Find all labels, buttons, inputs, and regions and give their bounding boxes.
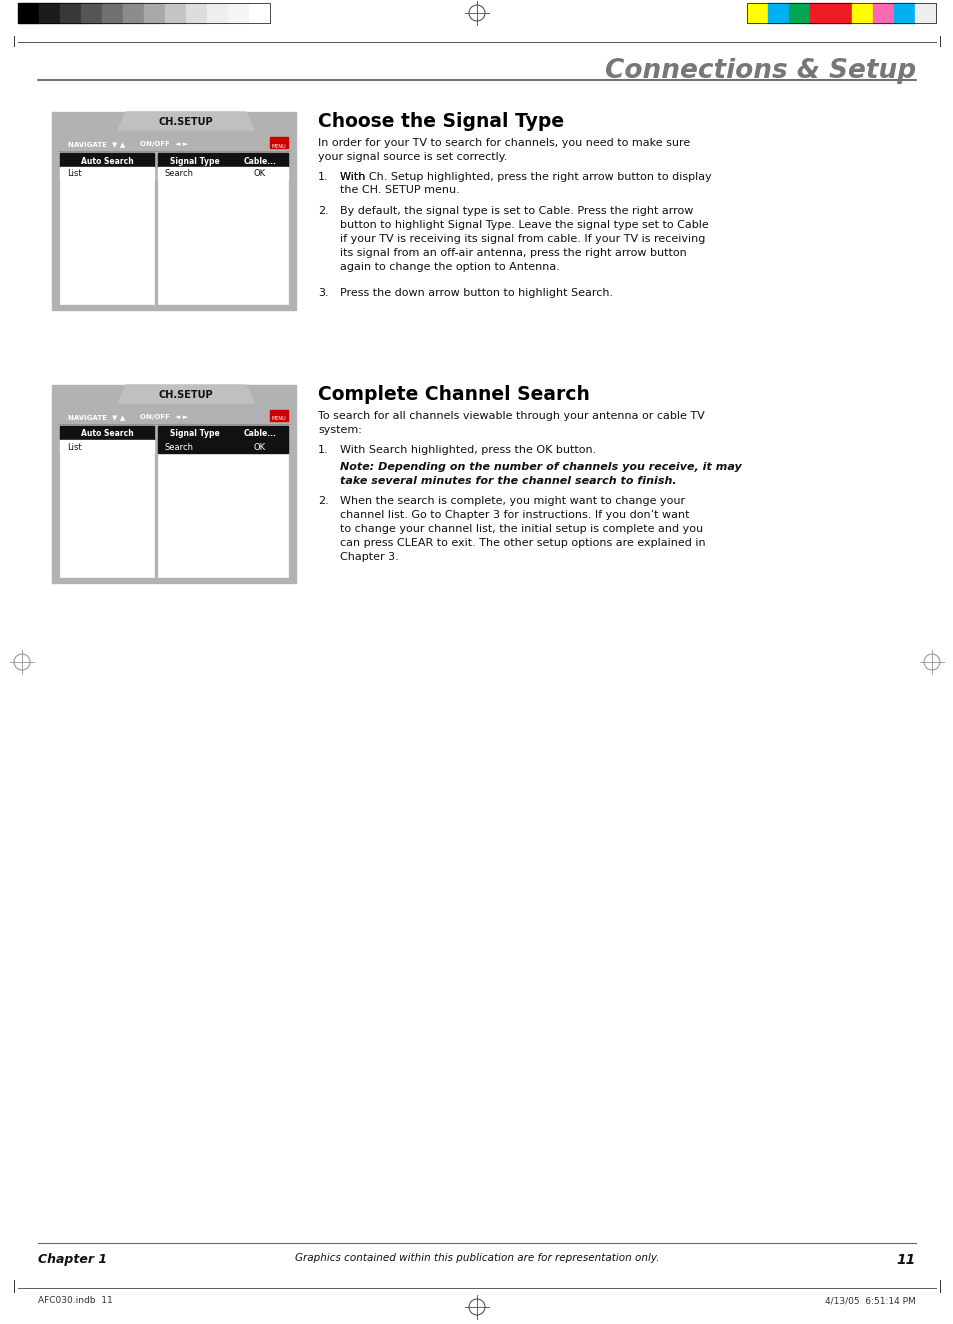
- Text: Choose the Signal Type: Choose the Signal Type: [317, 113, 563, 131]
- Bar: [60, 167, 153, 180]
- Bar: [144, 3, 165, 23]
- Bar: [186, 3, 207, 23]
- Text: SETUP MENU: SETUP MENU: [193, 1177, 244, 1184]
- Bar: [158, 154, 288, 167]
- Bar: [81, 3, 102, 23]
- Text: Search: Search: [165, 169, 193, 179]
- Bar: [893, 3, 914, 23]
- Bar: [158, 154, 288, 305]
- Text: CH.SETUP: CH.SETUP: [158, 117, 213, 127]
- Text: 3.: 3.: [317, 289, 328, 298]
- Bar: [18, 3, 39, 23]
- Text: Cable...: Cable...: [243, 429, 276, 438]
- Text: OK: OK: [253, 169, 266, 179]
- Bar: [60, 440, 153, 453]
- Bar: [914, 3, 935, 23]
- Text: MENU: MENU: [272, 143, 286, 148]
- Bar: [270, 136, 288, 148]
- Text: To search for all channels viewable through your antenna or cable TV
system:: To search for all channels viewable thro…: [317, 410, 704, 436]
- Text: Graphics contained within this publication are for representation only.: Graphics contained within this publicati…: [294, 1253, 659, 1263]
- Text: 11: 11: [896, 1253, 915, 1267]
- Bar: [788, 3, 809, 23]
- Bar: [58, 409, 290, 577]
- Bar: [746, 3, 767, 23]
- Bar: [60, 426, 153, 440]
- Text: 1.: 1.: [317, 172, 328, 181]
- Bar: [249, 3, 270, 23]
- Text: NAVIGATE  ▼ ▲: NAVIGATE ▼ ▲: [68, 414, 125, 420]
- Text: Note: Depending on the number of channels you receive, it may
take several minut: Note: Depending on the number of channel…: [339, 462, 741, 486]
- Bar: [60, 426, 153, 577]
- Text: Auto Search: Auto Search: [81, 429, 133, 438]
- Text: NAVIGATE  ▼ ▲: NAVIGATE ▼ ▲: [68, 140, 125, 147]
- Bar: [158, 167, 288, 180]
- Bar: [809, 3, 830, 23]
- Bar: [60, 3, 81, 23]
- Bar: [830, 3, 851, 23]
- Bar: [158, 426, 288, 577]
- Bar: [207, 3, 228, 23]
- Text: Auto Search: Auto Search: [81, 156, 133, 166]
- Text: Signal Type: Signal Type: [170, 429, 219, 438]
- Text: Complete Channel Search: Complete Channel Search: [317, 385, 589, 404]
- Bar: [228, 3, 249, 23]
- Text: 2.: 2.: [317, 496, 329, 506]
- Bar: [158, 426, 288, 440]
- Bar: [123, 3, 144, 23]
- Polygon shape: [118, 113, 253, 130]
- Text: List: List: [67, 442, 82, 451]
- Bar: [18, 3, 270, 23]
- Text: Cable...: Cable...: [243, 156, 276, 166]
- Text: the CH. SETUP menu.: the CH. SETUP menu.: [339, 185, 459, 195]
- Text: MENU: MENU: [272, 417, 286, 421]
- Bar: [39, 3, 60, 23]
- Text: 4/13/05  6:51:14 PM: 4/13/05 6:51:14 PM: [824, 1296, 915, 1305]
- Text: With: With: [339, 172, 369, 181]
- Text: CH.SETUP: CH.SETUP: [158, 391, 213, 400]
- Bar: [60, 154, 153, 167]
- Text: Signal Type: Signal Type: [170, 156, 219, 166]
- Text: Chapter 1: Chapter 1: [38, 1253, 107, 1266]
- Text: In order for your TV to search for channels, you need to make sure
your signal s: In order for your TV to search for chann…: [317, 138, 690, 162]
- Bar: [102, 3, 123, 23]
- Text: Press the down arrow button to highlight Search.: Press the down arrow button to highlight…: [339, 289, 613, 298]
- Text: By default, the signal type is set to Cable. Press the right arrow
button to hig: By default, the signal type is set to Ca…: [339, 207, 708, 271]
- Bar: [52, 113, 295, 310]
- Bar: [851, 3, 872, 23]
- Text: 2.: 2.: [317, 207, 329, 216]
- Text: AFC030.indb  11: AFC030.indb 11: [38, 1296, 112, 1305]
- Bar: [165, 3, 186, 23]
- Bar: [60, 154, 153, 305]
- Bar: [58, 136, 290, 305]
- Polygon shape: [118, 385, 253, 402]
- Text: With Ch. Setup highlighted, press the right arrow button to display: With Ch. Setup highlighted, press the ri…: [339, 172, 711, 181]
- Text: Connections & Setup: Connections & Setup: [604, 58, 915, 83]
- Text: SETUP MENU: SETUP MENU: [193, 904, 244, 910]
- Bar: [872, 3, 893, 23]
- Text: 1.: 1.: [317, 445, 328, 455]
- Bar: [270, 410, 288, 421]
- Text: Search: Search: [165, 442, 193, 451]
- Text: ON/OFF  ◄ ►: ON/OFF ◄ ►: [140, 414, 188, 420]
- Bar: [746, 3, 935, 23]
- Text: With Search highlighted, press the OK button.: With Search highlighted, press the OK bu…: [339, 445, 596, 455]
- Text: OK: OK: [253, 442, 266, 451]
- Text: List: List: [67, 169, 82, 179]
- Bar: [52, 385, 295, 583]
- Bar: [767, 3, 788, 23]
- Bar: [158, 440, 288, 453]
- Text: ON/OFF  ◄ ►: ON/OFF ◄ ►: [140, 140, 188, 147]
- Text: When the search is complete, you might want to change your
channel list. Go to C: When the search is complete, you might w…: [339, 496, 705, 561]
